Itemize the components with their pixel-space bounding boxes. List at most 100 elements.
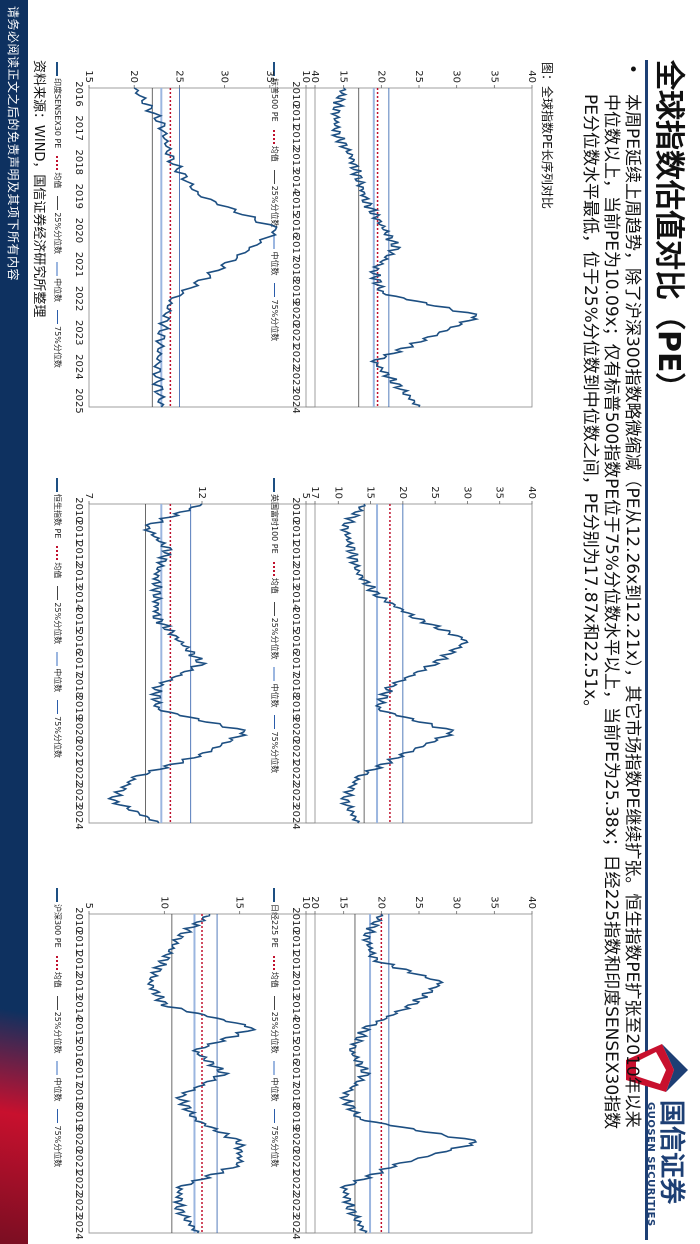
x-tick-label: 2014	[73, 585, 84, 610]
x-tick-label: 2014	[73, 995, 84, 1020]
x-tick-label: 2017	[73, 115, 84, 140]
x-tick-label: 2013	[290, 563, 301, 588]
x-tick-label: 2019	[73, 1105, 84, 1130]
x-tick-label: 2024	[73, 804, 84, 829]
plot-area	[305, 913, 533, 1234]
legend-item: 沪深300 PE	[52, 888, 63, 948]
summary-bullet: • 本周PE延续上周趋势，除了沪深300指数略微缩减（PE从12.26x到12.…	[579, 64, 642, 1144]
x-tick-label: 2024	[290, 1214, 301, 1239]
y-tick-label: 10	[332, 486, 343, 499]
bullet-dot: •	[622, 64, 642, 75]
x-tick-label: 2014	[290, 585, 301, 610]
legend-label: 沪深300 PE	[53, 904, 62, 948]
x-tick-label: 2012	[290, 951, 301, 976]
chart-svg: 2015105201020112012201320142015201620172…	[73, 896, 320, 1239]
x-tick-label: 2010	[73, 497, 84, 522]
x-tick-label: 2021	[290, 322, 301, 347]
x-tick-label: 2022	[73, 760, 84, 785]
pe-series-line	[338, 913, 478, 1234]
chart-csi300: 20 15 10 5 2010 2011 2012 2013 2014 2015 2016 2017 2…	[40, 888, 325, 1243]
x-tick-label: 2021	[290, 738, 301, 763]
logo-en: GUOSEN SECURITIES	[645, 1102, 656, 1227]
logo-cn: 国信证券	[656, 1100, 686, 1205]
chart-legend: 沪深300 PE 均值 25%分位数 中位数 75%分位数	[52, 888, 63, 1243]
legend-label: 恒生指数 PE	[53, 494, 62, 539]
legend-swatch	[56, 262, 59, 277]
legend-item: 25%分位数	[52, 196, 63, 254]
legend-label: 中位数	[53, 1077, 62, 1102]
x-tick-label: 2011	[290, 929, 301, 954]
chart-legend: 印度SENSEX30 PE 均值 25%分位数 中位数 75%分位数	[52, 62, 63, 417]
legend-item: 中位数	[52, 652, 63, 692]
chart-svg: 4035302520151020102011201220132014201520…	[290, 70, 537, 413]
x-tick-label: 2022	[290, 760, 301, 785]
legend-swatch	[57, 1109, 58, 1124]
legend-swatch	[56, 156, 59, 171]
plot-area	[305, 503, 533, 824]
x-tick-label: 2023	[290, 366, 301, 391]
x-tick-label: 2022	[73, 286, 84, 311]
y-tick-label: 20	[309, 896, 320, 909]
legend-item: 印度SENSEX30 PE	[52, 62, 63, 148]
y-tick-label: 5	[83, 903, 94, 909]
disclaimer: 请务必阅读正文之后的免责声明及其项下所有内容	[6, 6, 20, 282]
x-tick-label: 2021	[73, 738, 84, 763]
legend-swatch	[56, 62, 59, 76]
x-tick-label: 2018	[73, 149, 84, 174]
x-tick-label: 2018	[290, 673, 301, 698]
x-tick-label: 2016	[290, 629, 301, 654]
legend-label: 印度SENSEX30 PE	[53, 78, 62, 149]
chart-svg: 1712720102011201220132014201520162017201…	[73, 486, 320, 829]
x-tick-label: 2012	[73, 951, 84, 976]
x-tick-label: 2016	[290, 213, 301, 238]
x-tick-label: 2015	[290, 607, 301, 632]
footer-accent	[0, 954, 28, 1244]
y-tick-label: 30	[451, 896, 462, 909]
x-tick-label: 2016	[73, 629, 84, 654]
legend-label: 75%分位数	[53, 1125, 62, 1168]
x-tick-label: 2017	[290, 1061, 301, 1086]
legend-swatch	[56, 478, 59, 492]
legend-item: 75%分位数	[52, 1109, 63, 1167]
x-tick-label: 2015	[290, 1017, 301, 1042]
y-tick-label: 15	[365, 486, 376, 499]
y-tick-label: 10	[300, 70, 311, 83]
x-tick-label: 2019	[73, 695, 84, 720]
pe-series-line	[338, 503, 469, 824]
chart-svg: 4035302520151052010201120122013201420152…	[290, 486, 537, 829]
x-tick-label: 2012	[73, 541, 84, 566]
legend-item: 中位数	[52, 1061, 63, 1101]
chart-sp500: 40 35 30 25 20 15 10 2010 2011 2012 2013 2014 2015 20…	[257, 62, 542, 417]
legend-swatch	[56, 546, 59, 561]
legend-label: 均值	[53, 562, 62, 579]
x-tick-label: 2018	[290, 1083, 301, 1108]
legend-swatch	[57, 995, 58, 1010]
x-tick-label: 2023	[73, 320, 84, 345]
x-tick-label: 2011	[73, 929, 84, 954]
pe-series-line	[106, 503, 249, 824]
legend-label: 25%分位数	[53, 1011, 62, 1054]
y-tick-label: 25	[413, 896, 424, 909]
pe-series-line	[146, 913, 257, 1234]
y-tick-label: 12	[196, 486, 207, 499]
x-tick-label: 2021	[290, 1148, 301, 1173]
legend-swatch	[57, 700, 58, 715]
x-tick-label: 2012	[290, 125, 301, 150]
x-tick-label: 2020	[73, 717, 84, 742]
y-tick-label: 15	[338, 896, 349, 909]
x-tick-label: 2020	[290, 1127, 301, 1152]
plot-area	[88, 87, 316, 408]
y-tick-label: 30	[461, 486, 472, 499]
legend-item: 均值	[52, 546, 63, 578]
y-tick-label: 35	[488, 70, 499, 83]
x-tick-label: 2010	[290, 81, 301, 106]
plot-area	[88, 913, 316, 1234]
plot-area	[305, 87, 533, 408]
x-tick-label: 2023	[73, 782, 84, 807]
x-tick-label: 2010	[73, 907, 84, 932]
x-tick-label: 2013	[290, 147, 301, 172]
page-title: 全球指数估值对比（PE）	[651, 60, 686, 403]
brand-logo: 国信证券 GUOSEN SECURITIES	[612, 1040, 692, 1240]
y-tick-label: 20	[375, 70, 386, 83]
y-tick-label: 30	[451, 70, 462, 83]
